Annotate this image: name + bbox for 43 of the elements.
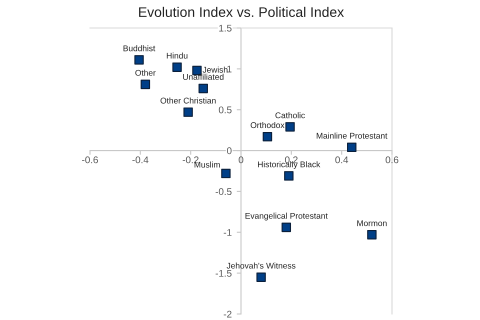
point (284, 171, 294, 181)
annotation: Muslim (194, 162, 220, 168)
point (367, 230, 377, 240)
annotation: Historically Black (258, 161, 320, 169)
annotation: Unaffiliated (183, 74, 224, 80)
annotation: Other Christian (160, 97, 216, 104)
y-tick-label: 0.5 (218, 106, 232, 114)
annotation: Buddhist (124, 45, 156, 52)
annotation: Catholic (275, 112, 305, 118)
y-tick-label: -0.5 (216, 188, 232, 196)
y-tick-label: -2 (224, 310, 232, 318)
point (140, 80, 150, 90)
y-tick-label: -1 (224, 229, 232, 236)
point (282, 222, 292, 232)
annotation: Orthodox (250, 122, 284, 128)
annotation: Jewish (202, 66, 228, 73)
annotation: Mormon (357, 220, 387, 226)
y-tick-label: 0 (226, 147, 232, 154)
annotation: Evangelical Protestant (246, 212, 328, 220)
annotation: Other (135, 70, 156, 76)
point (172, 62, 182, 72)
point (221, 168, 231, 178)
point (285, 122, 295, 132)
chart-title: Evolution Index vs. Political Index (139, 6, 344, 18)
annotation: Hindu (166, 52, 188, 59)
y-tick-label: 1.5 (219, 24, 232, 32)
annotation: Jehovah's Witness (226, 262, 296, 269)
point (262, 132, 272, 142)
x-tick-label: 0.2 (284, 156, 298, 164)
x-tick-label: 0 (238, 156, 244, 164)
x-tick-label: -0.6 (82, 156, 98, 164)
point (256, 272, 266, 282)
annotation: Mainline Protestant (316, 132, 388, 139)
point (134, 55, 144, 65)
point (183, 107, 193, 117)
y-tick-label: 1 (227, 66, 232, 72)
x-tick-label: 0.6 (386, 156, 398, 164)
x-tick-label: -0.2 (182, 156, 199, 164)
point (198, 84, 208, 94)
x-tick-label: -0.4 (132, 156, 148, 164)
x-tick-label: 0.4 (335, 156, 348, 164)
y-tick-label: -1.5 (216, 270, 232, 277)
point (347, 142, 356, 152)
